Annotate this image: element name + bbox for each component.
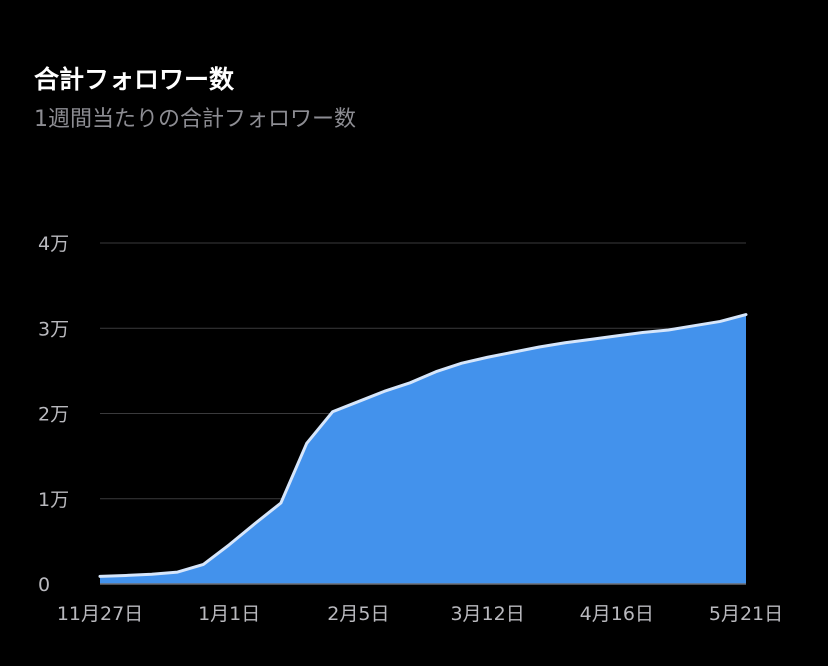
chart-title: 合計フォロワー数 bbox=[34, 65, 235, 94]
x-tick-label: 2月5日 bbox=[327, 603, 389, 625]
x-tick-label: 4月16日 bbox=[580, 603, 654, 625]
series-area bbox=[98, 313, 748, 584]
x-tick-label: 3月12日 bbox=[450, 603, 524, 625]
x-tick-label: 5月21日 bbox=[709, 603, 783, 625]
y-tick-label: 2万 bbox=[38, 404, 69, 426]
chart-subtitle: 1週間当たりの合計フォロワー数 bbox=[34, 107, 356, 132]
y-axis-ticks: 0 1万 2万 3万 4万 bbox=[38, 233, 69, 596]
y-tick-label: 4万 bbox=[38, 233, 69, 255]
y-tick-label: 1万 bbox=[38, 489, 69, 511]
y-tick-label: 0 bbox=[38, 574, 50, 596]
x-tick-label: 1月1日 bbox=[198, 603, 260, 625]
x-axis-ticks: 11月27日 1月1日 2月5日 3月12日 4月16日 5月21日 bbox=[57, 603, 783, 625]
y-tick-label: 3万 bbox=[38, 318, 69, 340]
x-tick-label: 11月27日 bbox=[57, 603, 143, 625]
series-area-fill bbox=[100, 314, 746, 584]
series-line bbox=[98, 313, 748, 578]
